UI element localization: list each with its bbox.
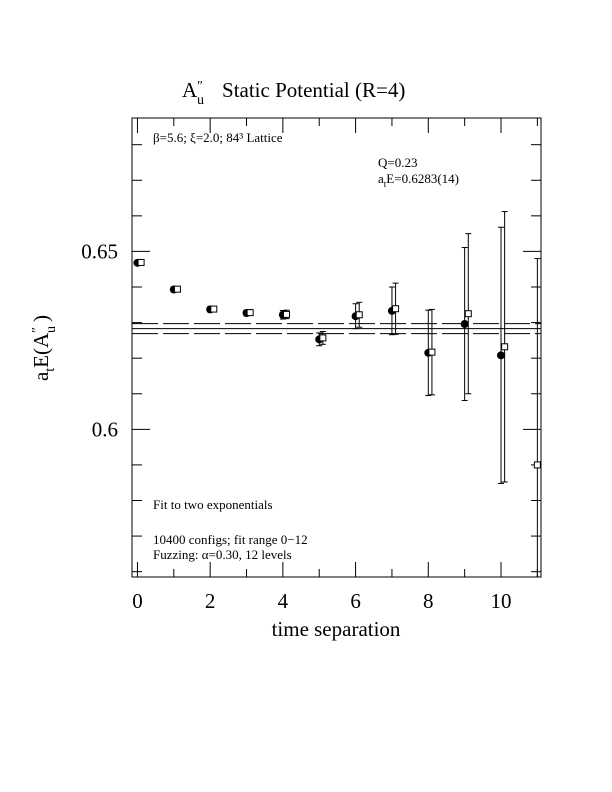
x-tick-label: 8: [423, 589, 434, 613]
energy-value: E=0.6283(14): [386, 171, 459, 186]
ylabel-sub-u: u: [44, 326, 59, 333]
axis-ticks: [132, 118, 541, 577]
data-point-square: [283, 310, 291, 318]
data-point-square: [246, 309, 254, 317]
annotation-energy: atE=0.6283(14): [378, 171, 459, 189]
data-point-square: [210, 305, 218, 313]
x-tick-label: 2: [205, 589, 216, 613]
x-tick-label: 0: [132, 589, 143, 613]
ylabel-close: ): [29, 315, 53, 322]
ylabel-prime: ″: [30, 327, 45, 333]
annotation-configs: 10400 configs; fit range 0−12: [153, 532, 308, 547]
title-rest: Static Potential (R=4): [222, 78, 405, 102]
data-point-filled: [460, 320, 469, 329]
data-point-square: [173, 285, 181, 293]
data-point-square: [355, 311, 363, 319]
data-point-square: [392, 305, 400, 313]
annotation-fit-type: Fit to two exponentials: [153, 497, 273, 512]
x-tick-label: 4: [278, 589, 289, 613]
data-point-square: [501, 343, 509, 351]
title-sub: u: [197, 93, 204, 108]
y-axis-label: atE(A″u): [29, 315, 59, 381]
title-prime: ″: [197, 79, 203, 94]
energy-sub: t: [384, 179, 387, 189]
x-tick-label: 10: [491, 589, 512, 613]
tick-labels: 0 2 4 6 8 10 0.6 0.65: [81, 239, 511, 613]
data-point-square: [533, 461, 541, 469]
annotation-fuzzing: Fuzzing: α=0.30, 12 levels: [153, 547, 292, 562]
x-tick-label: 6: [350, 589, 361, 613]
title-main: A: [182, 78, 198, 102]
data-point-square: [464, 310, 472, 318]
x-axis-label: time separation: [272, 617, 401, 641]
y-tick-label: 0.65: [81, 239, 118, 263]
ylabel-e: E(A: [29, 332, 53, 368]
data-point-square: [428, 348, 436, 356]
data-point-square: [137, 258, 145, 266]
chart-title: A″ u Static Potential (R=4): [182, 78, 405, 108]
y-tick-label: 0.6: [92, 417, 118, 441]
data-point-filled: [497, 351, 506, 360]
annotation-params: β=5.6; ξ=2.0; 84³ Lattice: [153, 130, 283, 145]
fit-band: [132, 323, 541, 335]
data-point-square: [319, 334, 327, 342]
data-marks: [133, 211, 541, 577]
ylabel-sub-t: t: [43, 368, 58, 372]
annotation-q: Q=0.23: [378, 155, 417, 170]
energy-a: a: [378, 171, 384, 186]
plot-frame: [131, 117, 542, 578]
ylabel-a: a: [29, 371, 53, 381]
